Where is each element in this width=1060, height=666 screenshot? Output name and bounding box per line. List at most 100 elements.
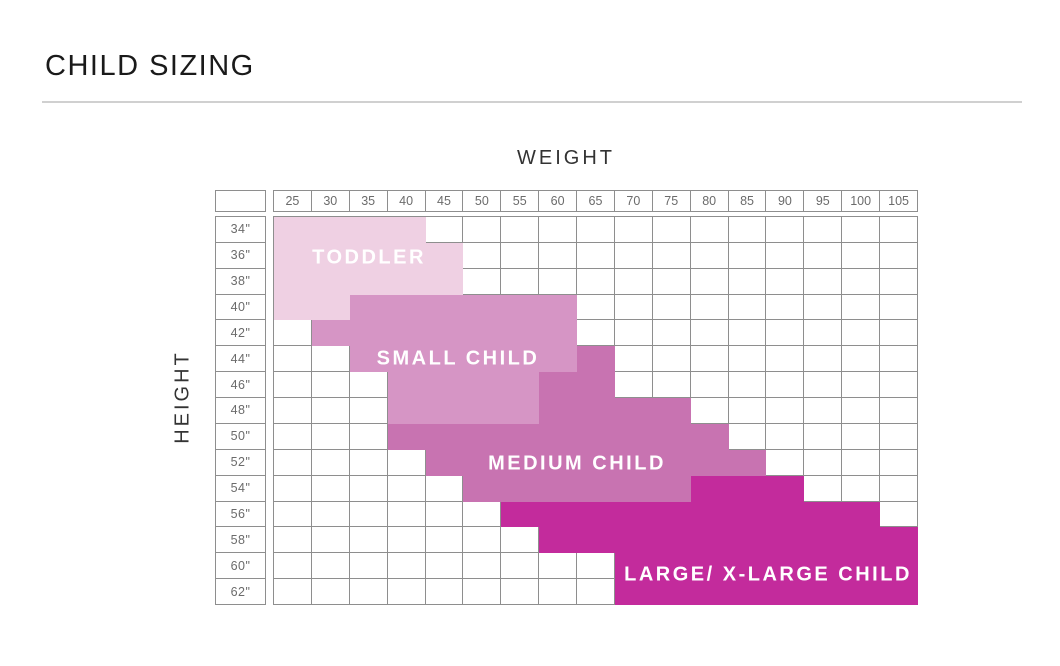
weight-tick: 30 xyxy=(311,191,350,212)
grid-cell xyxy=(274,242,312,269)
grid-cell xyxy=(766,553,805,580)
weight-tick: 25 xyxy=(274,191,312,212)
grid-cell xyxy=(842,449,881,476)
grid-cell xyxy=(501,217,540,243)
grid-cell xyxy=(880,553,918,580)
grid-cell xyxy=(577,268,615,295)
grid-cell xyxy=(501,553,540,580)
grid-cell xyxy=(387,372,426,399)
grid-cell xyxy=(463,217,502,243)
grid-cell xyxy=(387,527,426,554)
grid-cell xyxy=(387,242,426,269)
grid-cell xyxy=(614,527,653,554)
grid-cell xyxy=(387,553,426,580)
grid-cell xyxy=(311,527,350,554)
grid-cell xyxy=(652,449,691,476)
corner-cell xyxy=(215,190,266,212)
grid-cell xyxy=(880,346,918,373)
grid-cell xyxy=(311,320,350,347)
grid-cell xyxy=(311,242,350,269)
grid-cell xyxy=(652,579,691,605)
grid-cell xyxy=(463,501,502,528)
height-tick: 44" xyxy=(216,346,266,373)
grid-cell xyxy=(766,242,805,269)
height-tick: 60" xyxy=(216,553,266,580)
grid-cell xyxy=(614,372,653,399)
grid-cell xyxy=(349,553,388,580)
grid-cell xyxy=(463,423,502,450)
grid-cell xyxy=(463,475,502,502)
grid-cell xyxy=(425,475,464,502)
grid-cell xyxy=(728,501,767,528)
grid-cell xyxy=(614,268,653,295)
weight-tick: 75 xyxy=(652,191,691,212)
grid-cell xyxy=(880,320,918,347)
grid-cell xyxy=(577,217,615,243)
grid-cell xyxy=(501,475,540,502)
grid-cell xyxy=(463,294,502,321)
grid-cell xyxy=(501,294,540,321)
grid-cell xyxy=(349,242,388,269)
grid-cell xyxy=(349,475,388,502)
grid-cell xyxy=(387,398,426,424)
grid-cell xyxy=(842,579,881,605)
grid-cell xyxy=(539,398,578,424)
grid-cell xyxy=(387,268,426,295)
grid-cell xyxy=(387,423,426,450)
grid-cell xyxy=(425,423,464,450)
grid-cell xyxy=(804,423,843,450)
weight-tick: 90 xyxy=(766,191,805,212)
grid-cell xyxy=(463,372,502,399)
grid-cell xyxy=(274,475,312,502)
grid-cell xyxy=(501,268,540,295)
grid-cell xyxy=(463,579,502,605)
grid-cell xyxy=(880,501,918,528)
grid-cell xyxy=(349,423,388,450)
grid-cell xyxy=(539,320,578,347)
weight-tick: 55 xyxy=(501,191,540,212)
title-divider xyxy=(42,101,1022,103)
grid-cell xyxy=(501,449,540,476)
grid-cell xyxy=(804,372,843,399)
grid-cell xyxy=(766,475,805,502)
height-tick: 38" xyxy=(216,268,266,295)
grid-cell xyxy=(349,294,388,321)
grid-cell xyxy=(274,268,312,295)
grid-cell xyxy=(652,242,691,269)
grid-cell xyxy=(349,501,388,528)
grid-cell xyxy=(728,320,767,347)
height-tick: 58" xyxy=(216,527,266,554)
grid-cell xyxy=(880,579,918,605)
grid-cell xyxy=(766,372,805,399)
grid-cell xyxy=(539,553,578,580)
height-axis-title: HEIGHT xyxy=(171,350,194,444)
grid-cell xyxy=(274,294,312,321)
grid-cell xyxy=(842,398,881,424)
height-tick: 36" xyxy=(216,242,266,269)
grid-cell xyxy=(274,346,312,373)
grid-cell xyxy=(728,372,767,399)
grid-cell xyxy=(880,398,918,424)
height-tick: 40" xyxy=(216,294,266,321)
grid-cell xyxy=(690,398,729,424)
height-tick: 46" xyxy=(216,372,266,399)
grid-cell xyxy=(349,527,388,554)
grid-cell xyxy=(311,217,350,243)
grid-cell xyxy=(614,242,653,269)
grid-cell xyxy=(311,372,350,399)
grid-cell xyxy=(577,501,615,528)
grid-cell xyxy=(539,268,578,295)
grid-cell xyxy=(690,320,729,347)
grid-cell xyxy=(425,501,464,528)
grid-cell xyxy=(425,294,464,321)
grid-cell xyxy=(387,217,426,243)
grid-cell xyxy=(425,320,464,347)
grid-cell xyxy=(766,527,805,554)
grid-cell xyxy=(804,268,843,295)
weight-tick: 40 xyxy=(387,191,426,212)
grid-cell xyxy=(311,294,350,321)
grid-cell xyxy=(311,423,350,450)
grid-cell xyxy=(690,553,729,580)
grid-cell xyxy=(387,501,426,528)
weight-axis-title: WEIGHT xyxy=(517,147,615,169)
